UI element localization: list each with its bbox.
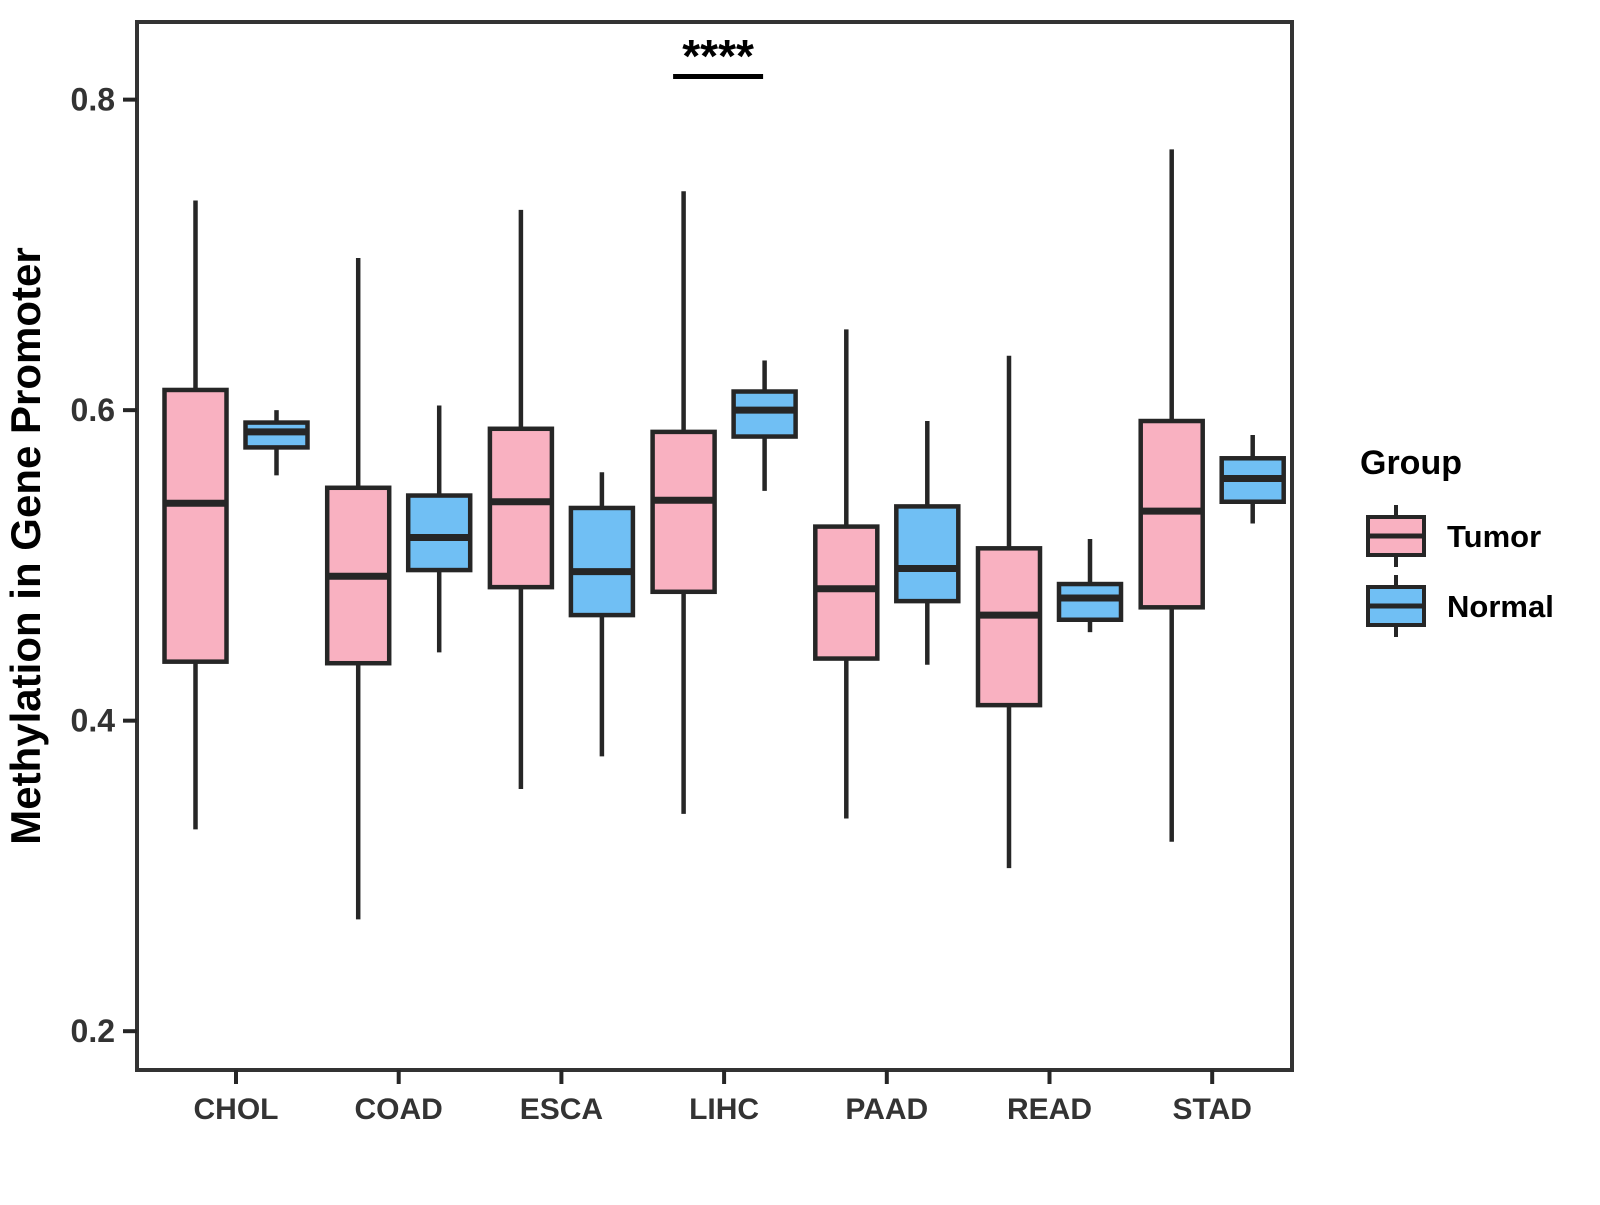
- box-esca-normal: [568, 472, 636, 757]
- box-lihc-tumor: [650, 191, 717, 814]
- iqr-box: [650, 429, 717, 595]
- significance-annotation: ****: [673, 30, 764, 82]
- x-category-label-esca: ESCA: [520, 1093, 603, 1126]
- box-stad-tumor: [1138, 149, 1205, 842]
- x-category-label-paad: PAAD: [845, 1093, 928, 1126]
- legend-title: Group: [1360, 444, 1462, 482]
- iqr-box: [975, 546, 1043, 708]
- legend-label-tumor: Tumor: [1447, 519, 1541, 554]
- y-axis: 0.8 0.6 0.4 0.2: [71, 82, 137, 1049]
- box-coad-tumor: [324, 257, 392, 920]
- iqr-box: [405, 493, 473, 573]
- box-esca-tumor: [487, 209, 555, 789]
- box-chol-normal: [243, 410, 310, 476]
- x-category-label-coad: COAD: [355, 1093, 443, 1126]
- legend-key-normal: Normal: [1366, 575, 1554, 637]
- x-category-label-stad: STAD: [1172, 1093, 1251, 1126]
- legend-label-normal: Normal: [1447, 589, 1554, 624]
- box-read-normal: [1056, 539, 1124, 633]
- x-category-label-lihc: LIHC: [689, 1093, 759, 1126]
- plot-panel-border: [135, 20, 1294, 1072]
- iqr-box: [894, 504, 961, 604]
- y-tick-label: 0.8: [71, 82, 115, 118]
- y-tick-label: 0.4: [71, 703, 116, 739]
- iqr-box: [162, 387, 229, 664]
- box-paad-normal: [894, 421, 961, 665]
- iqr-box: [731, 389, 798, 439]
- significance-stars: ****: [682, 30, 754, 82]
- x-category-label-read: READ: [1007, 1093, 1092, 1126]
- box-chol-tumor: [162, 200, 229, 830]
- iqr-box: [487, 426, 555, 590]
- x-axis: CHOL COAD ESCA LIHC PAAD READ STAD: [194, 1070, 1252, 1126]
- box-coad-normal: [405, 405, 473, 653]
- box-paad-tumor: [813, 329, 880, 819]
- box-lihc-normal: [731, 360, 798, 491]
- y-tick-label: 0.2: [71, 1013, 115, 1049]
- boxplot-series: [162, 149, 1286, 920]
- significance-line: [673, 74, 764, 79]
- box-stad-normal: [1219, 434, 1286, 524]
- y-tick-label: 0.6: [71, 392, 115, 428]
- legend-key-tumor: Tumor: [1366, 505, 1541, 567]
- iqr-box: [568, 505, 636, 618]
- iqr-box: [813, 524, 880, 661]
- legend: Group Tumor Normal: [1360, 444, 1554, 637]
- box-read-tumor: [975, 355, 1043, 869]
- y-axis-title: Methylation in Gene Promoter: [2, 247, 49, 844]
- iqr-box: [1056, 581, 1124, 622]
- x-category-label-chol: CHOL: [194, 1093, 279, 1126]
